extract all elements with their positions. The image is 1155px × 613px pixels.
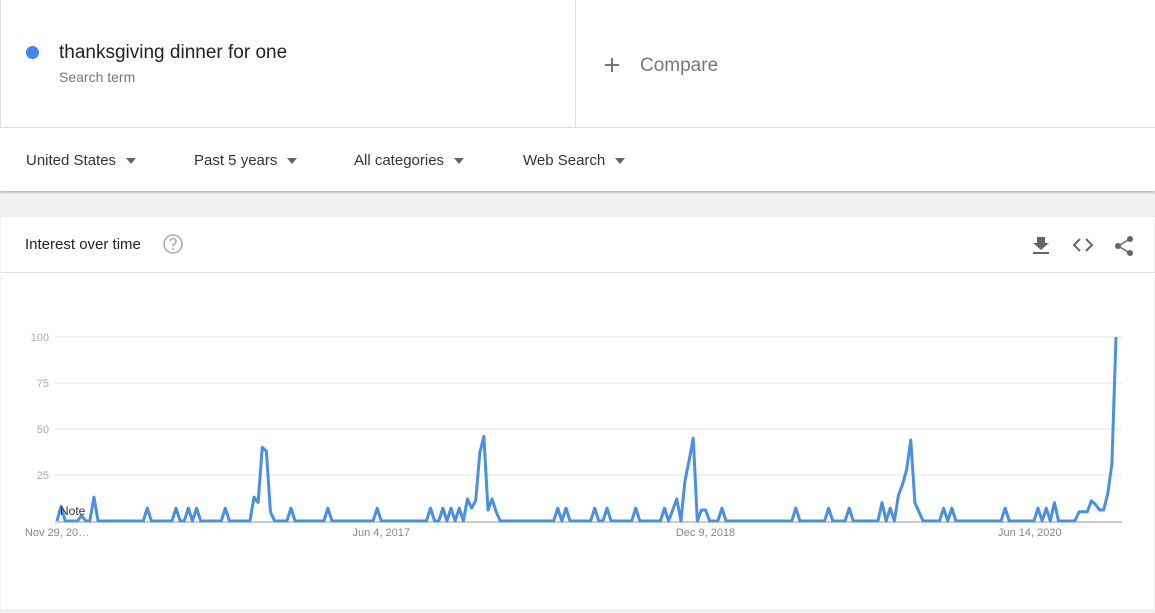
y-tick-label: 75 — [37, 378, 49, 390]
y-tick-label: 50 — [37, 424, 49, 436]
filter-label: All categories — [354, 152, 445, 169]
y-tick-label: 100 — [31, 332, 49, 344]
filter-label: Past 5 years — [194, 152, 278, 169]
filter-label: United States — [26, 152, 117, 169]
filter[interactable]: Web Search — [523, 152, 626, 169]
y-tick-label: 25 — [37, 470, 49, 482]
dropdown-arrow — [454, 158, 465, 165]
term: thanksgiving dinner for one — [59, 42, 288, 63]
dropdown-arrow — [615, 158, 626, 165]
dropdown-arrow — [126, 158, 137, 165]
filter[interactable]: United States — [26, 152, 137, 169]
embed-icon[interactable] — [1072, 238, 1094, 252]
x-tick-label: Jun 4, 2017 — [353, 527, 411, 539]
filter[interactable]: Past 5 years — [194, 152, 298, 169]
filter-bar: United States Past 5 years All categories W… — [0, 128, 1155, 191]
compare-panel[interactable]: Compare — [577, 0, 1154, 127]
card-actions — [1033, 236, 1133, 256]
card-title: Interest over time — [25, 236, 141, 253]
filter-label: Web Search — [523, 152, 606, 169]
help-icon[interactable] — [162, 233, 184, 255]
chart-card: Interest over time — [1, 217, 1154, 609]
divider — [1, 272, 1154, 273]
term-type: Search term — [59, 69, 136, 85]
trend-line — [55, 336, 1118, 523]
x-tick-label: Jun 14, 2020 — [998, 527, 1062, 539]
download-icon[interactable] — [1033, 237, 1049, 254]
x-tick-label: Dec 9, 2018 — [676, 527, 735, 539]
plus-icon — [605, 58, 619, 72]
share-icon[interactable] — [1115, 236, 1133, 256]
compare: Compare — [640, 55, 719, 76]
note: Note — [60, 504, 86, 518]
term-panel[interactable]: thanksgiving dinner for one Search term — [0, 0, 576, 127]
filter[interactable]: All categories — [354, 152, 465, 169]
x-tick-label: Nov 29, 20… — [25, 527, 89, 539]
term-dot — [26, 46, 39, 59]
search-header: thanksgiving dinner for one Search term … — [0, 0, 1155, 128]
dropdown-arrow — [287, 158, 298, 165]
